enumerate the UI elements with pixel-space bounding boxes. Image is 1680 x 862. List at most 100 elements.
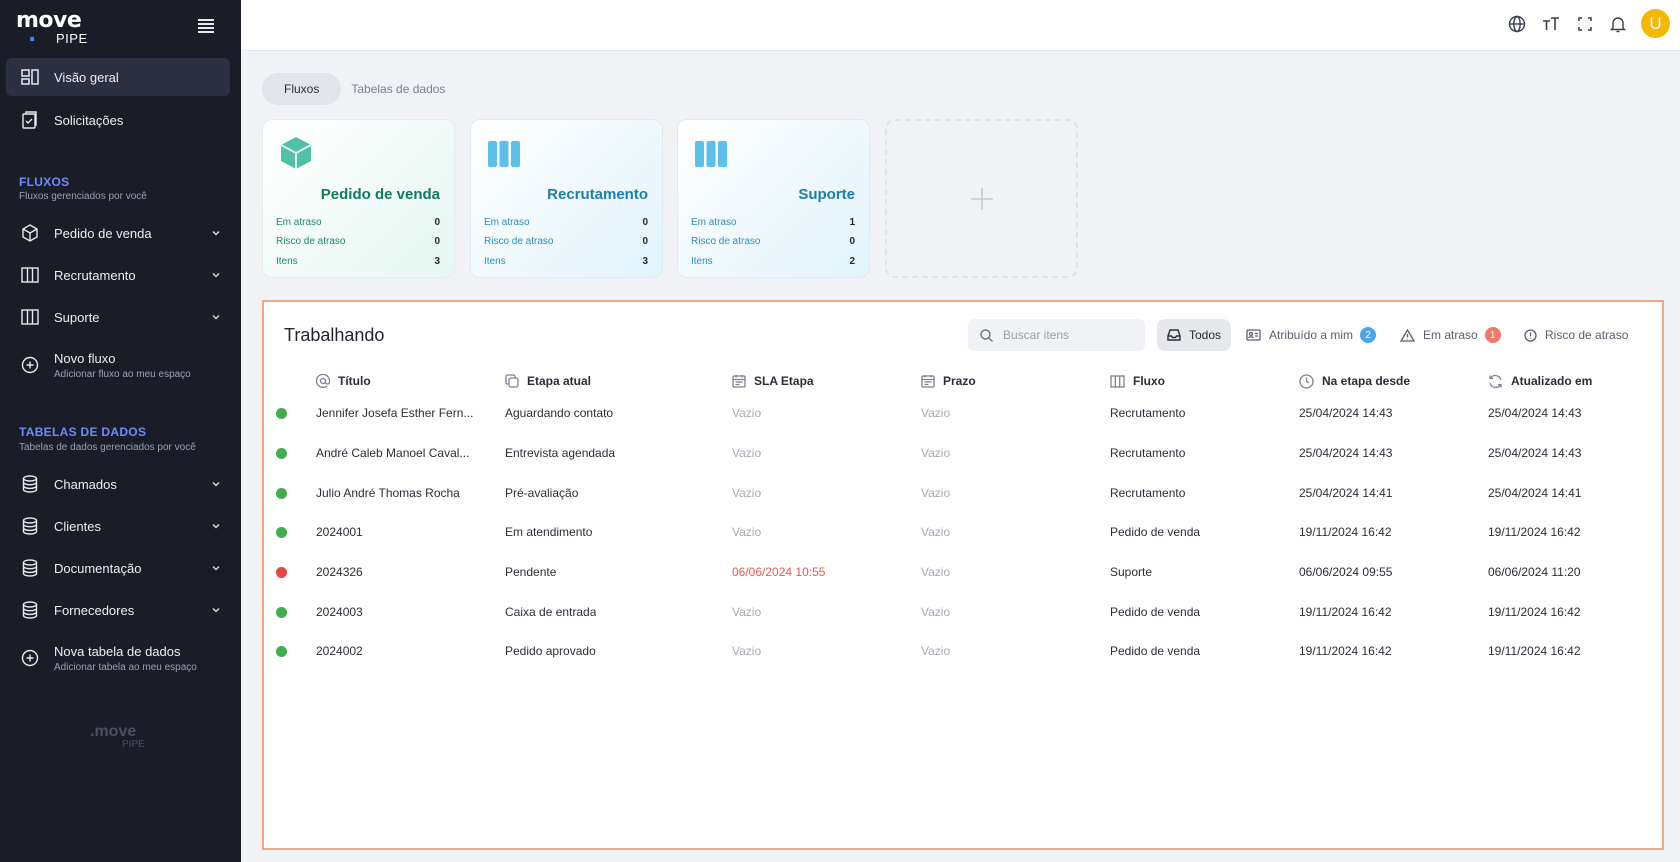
flow-card-recruitment[interactable]: Recrutamento Em atraso 0 Risco de atraso 0… — [470, 119, 663, 278]
database-icon — [20, 474, 40, 494]
sidebar-item-label: Visão geral — [54, 69, 119, 85]
card-title: Pedido de venda — [320, 186, 440, 203]
fullscreen-icon[interactable] — [1574, 13, 1596, 35]
chevron-down-icon[interactable] — [210, 269, 222, 281]
chevron-down-icon[interactable] — [210, 562, 222, 574]
status-dot — [276, 607, 287, 618]
card-label: Em atraso — [691, 217, 737, 228]
count-badge: 2 — [1360, 327, 1377, 343]
brand-logo[interactable]: . move PIPE — [16, 8, 96, 46]
flow-card-support[interactable]: Suporte Em atraso 1 Risco de atraso 0 Iten… — [677, 119, 870, 278]
table-row[interactable]: 2024003 Caixa de entrada Vazio Vazio Ped… — [264, 593, 1662, 633]
sidebar-item-flow-support[interactable]: Suporte — [6, 298, 230, 336]
dashboard-icon — [20, 67, 40, 87]
filter-late[interactable]: Em atraso 1 — [1400, 319, 1501, 351]
cell-sla: Vazio — [732, 406, 762, 420]
sidebar-item-overview[interactable]: Visão geral — [6, 58, 230, 96]
columns-icon — [695, 141, 727, 167]
column-header-deadline[interactable]: Prazo — [921, 371, 976, 391]
column-label: Título — [338, 374, 371, 388]
search-box[interactable] — [968, 319, 1145, 351]
tab-flows[interactable]: Fluxos — [262, 73, 342, 105]
cell-updated: 06/06/2024 11:20 — [1488, 565, 1581, 579]
text-size-icon[interactable] — [1540, 13, 1562, 35]
sidebar-item-flow-recruitment[interactable]: Recrutamento — [6, 256, 230, 294]
logo-main: move — [16, 8, 82, 33]
cell-flow: Recrutamento — [1110, 406, 1186, 420]
cell-title: 2024003 — [316, 605, 363, 619]
chevron-down-icon[interactable] — [210, 478, 222, 490]
cell-title: Julio André Thomas Rocha — [316, 486, 460, 500]
cell-deadline: Vazio — [921, 525, 951, 539]
filter-all[interactable]: Todos — [1157, 319, 1232, 351]
card-label: Itens — [276, 256, 298, 267]
table-row[interactable]: Jennifer Josefa Esther Fern... Aguardand… — [264, 394, 1662, 434]
table-row[interactable]: 2024001 Em atendimento Vazio Vazio Pedid… — [264, 513, 1662, 553]
chevron-down-icon[interactable] — [210, 227, 222, 239]
cell-sla: Vazio — [732, 605, 762, 619]
cell-title: 2024326 — [316, 565, 363, 579]
cell-stage: Em atendimento — [505, 525, 593, 539]
sidebar-item-table-tickets[interactable]: Chamados — [6, 465, 230, 503]
table-row[interactable]: André Caleb Manoel Caval... Entrevista a… — [264, 434, 1662, 474]
cube-icon — [280, 137, 312, 169]
menu-toggle-icon[interactable] — [198, 19, 214, 33]
status-dot — [276, 408, 287, 419]
chevron-down-icon[interactable] — [210, 520, 222, 532]
table-row[interactable]: 2024002 Pedido aprovado Vazio Vazio Pedi… — [264, 632, 1662, 672]
sidebar-item-table-suppliers[interactable]: Fornecedores — [6, 591, 230, 629]
columns-icon — [20, 265, 40, 285]
footer-logo-main: .move — [90, 723, 137, 740]
sidebar-item-flow-sales[interactable]: Pedido de venda — [6, 214, 230, 252]
search-input[interactable] — [1003, 328, 1133, 342]
cell-stage: Caixa de entrada — [505, 605, 597, 619]
warning-icon — [1400, 328, 1415, 342]
column-header-title[interactable]: Título — [316, 371, 371, 391]
cell-sla: 06/06/2024 10:55 — [732, 565, 826, 579]
cell-title: André Caleb Manoel Caval... — [316, 446, 470, 460]
cube-icon — [20, 223, 40, 243]
cell-since: 25/04/2024 14:41 — [1299, 486, 1393, 500]
sidebar: . move PIPE Visão geral Solicitações FLUX… — [0, 0, 241, 862]
sidebar-item-label: Clientes — [54, 518, 101, 534]
card-value: 0 — [642, 217, 648, 228]
sidebar-item-requests[interactable]: Solicitações — [6, 101, 230, 139]
search-icon — [980, 328, 993, 342]
card-value: 0 — [434, 217, 440, 228]
add-flow-button[interactable] — [885, 119, 1078, 278]
filter-assigned[interactable]: Atribuído a mim 2 — [1246, 319, 1377, 351]
column-label: Etapa atual — [527, 374, 592, 388]
chevron-down-icon[interactable] — [210, 311, 222, 323]
card-label: Itens — [691, 256, 713, 267]
chevron-down-icon[interactable] — [210, 604, 222, 616]
logo-sub: PIPE — [56, 31, 88, 46]
bell-icon[interactable] — [1607, 13, 1629, 35]
cell-stage: Aguardando contato — [505, 406, 614, 420]
cell-since: 25/04/2024 14:43 — [1299, 446, 1393, 460]
sidebar-item-table-docs[interactable]: Documentação — [6, 549, 230, 587]
column-header-sla[interactable]: SLA Etapa — [732, 371, 814, 391]
database-icon — [20, 558, 40, 578]
cell-since: 19/11/2024 16:42 — [1299, 605, 1392, 619]
column-header-flow[interactable]: Fluxo — [1110, 371, 1165, 391]
column-label: Na etapa desde — [1322, 374, 1411, 388]
column-header-updated[interactable]: Atualizado em — [1488, 371, 1592, 391]
flow-card-sales[interactable]: Pedido de venda Em atraso 0 Risco de atra… — [262, 119, 455, 278]
tab-data-tables[interactable]: Tabelas de dados — [351, 82, 446, 96]
column-header-stage[interactable]: Etapa atual — [505, 371, 591, 391]
sidebar-new-table[interactable]: Nova tabela de dados Adicionar tabela ao… — [6, 638, 230, 678]
sidebar-item-sublabel: Adicionar tabela ao meu espaço — [54, 661, 197, 673]
column-header-since[interactable]: Na etapa desde — [1299, 371, 1410, 391]
cell-deadline: Vazio — [921, 644, 951, 658]
sidebar-new-flow[interactable]: Novo fluxo Adicionar fluxo ao meu espaço — [6, 345, 230, 385]
cell-flow: Pedido de venda — [1110, 525, 1201, 539]
table-row[interactable]: 2024326 Pendente 06/06/2024 10:55 Vazio … — [264, 553, 1662, 593]
filter-risk[interactable]: Risco de atraso — [1524, 319, 1628, 351]
sidebar-item-sublabel: Adicionar fluxo ao meu espaço — [54, 368, 191, 380]
column-label: Prazo — [943, 374, 976, 388]
working-panel: Trabalhando Todos Atribuído a mim 2 Em a… — [262, 300, 1664, 850]
avatar[interactable]: U — [1641, 9, 1670, 38]
globe-icon[interactable] — [1506, 13, 1528, 35]
sidebar-item-table-clients[interactable]: Clientes — [6, 507, 230, 545]
table-row[interactable]: Julio André Thomas Rocha Pré-avaliação V… — [264, 474, 1662, 514]
